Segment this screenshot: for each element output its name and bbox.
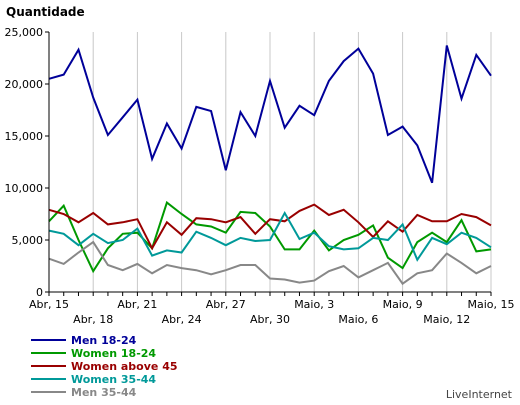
series-line: [48, 210, 492, 262]
x-tick-label: Abr, 27: [206, 298, 246, 311]
series-line: [48, 45, 492, 184]
y-tick-label: 20,000: [5, 78, 44, 91]
x-tick-label: Maio, 9: [383, 298, 423, 311]
grid: [48, 32, 492, 292]
y-axis-title: Quantidade: [6, 5, 85, 19]
series-line: [48, 200, 492, 274]
y-tick-label: 0: [36, 286, 43, 299]
y-tick-label: 15,000: [5, 130, 44, 143]
x-tick-label: Maio, 15: [467, 298, 514, 311]
x-tick-label: Maio, 3: [294, 298, 334, 311]
x-tick-label: Abr, 30: [250, 313, 290, 326]
legend-label: Men 18-24: [71, 334, 137, 347]
axes: 0 5,000 10,000 15,000 20,000 25,000 Abr, 15 Abr…: [5, 26, 515, 326]
legend-label: Men 35-44: [71, 386, 137, 399]
y-tick-label: 5,000: [12, 234, 44, 247]
legend-label: Women above 45: [71, 360, 178, 373]
x-tick-label: Abr, 24: [162, 313, 202, 326]
x-tick-label: Abr, 21: [117, 298, 157, 311]
series-group: [48, 45, 492, 286]
x-tick-label: Abr, 15: [29, 298, 69, 311]
series-line: [48, 203, 492, 251]
x-tick-label: Abr, 18: [73, 313, 113, 326]
x-tick-label: Maio, 6: [338, 313, 378, 326]
x-tick-label: Maio, 12: [423, 313, 470, 326]
y-tick-label: 10,000: [5, 182, 44, 195]
series-line: [48, 240, 492, 286]
y-tick-label: 25,000: [5, 26, 44, 39]
legend-label: Women 18-24: [71, 347, 156, 360]
credit-label: LiveInternet: [446, 388, 513, 401]
legend-label: Women 35-44: [71, 373, 156, 386]
